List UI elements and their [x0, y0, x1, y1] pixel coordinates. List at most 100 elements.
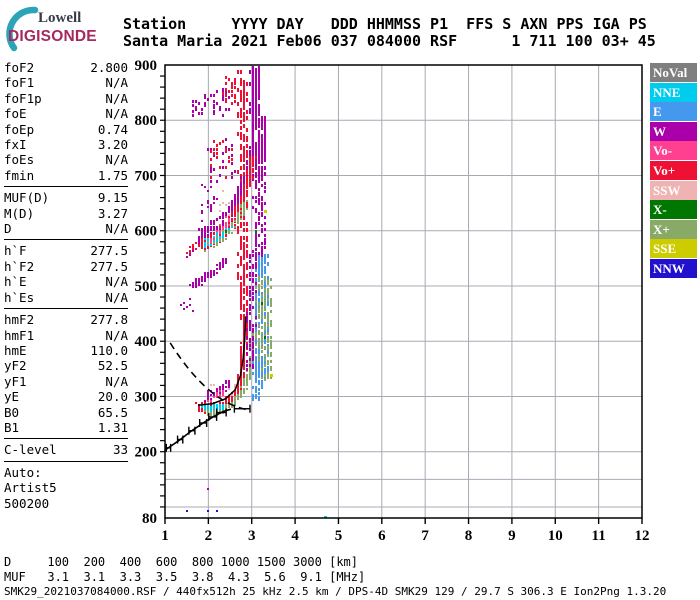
- param-row-B1: B1 1.31: [4, 420, 128, 435]
- param-row-hmE: hmE 110.0: [4, 343, 128, 358]
- x-axis-label: 9: [508, 528, 516, 544]
- param-row-fxI: fxI 3.20: [4, 137, 128, 152]
- autoscaling-info-label: 500200: [4, 495, 50, 511]
- muf-transmission-curve: [169, 342, 248, 411]
- param-row-yF1: yF1 N/A: [4, 374, 128, 389]
- legend-item-NNW: NNW: [650, 258, 697, 278]
- param-label: foE: [4, 106, 27, 122]
- profile-error-bar: [176, 435, 184, 444]
- y-axis-label: 800: [135, 113, 158, 129]
- param-value: 2.800: [90, 60, 128, 75]
- param-divider: [4, 186, 128, 188]
- x-axis-label: 11: [592, 528, 606, 544]
- profile-error-bar: [198, 418, 208, 427]
- electron-density-profile: [164, 408, 232, 451]
- autoscaling-info-row: 500200: [4, 496, 128, 511]
- x-axis-label: 10: [548, 528, 563, 544]
- param-label: hmF1: [4, 327, 35, 343]
- y-axis-label: 300: [135, 389, 158, 405]
- param-label: yE: [4, 389, 20, 405]
- param-value: 110.0: [90, 342, 128, 358]
- muf-distance-row: D 100 200 400 600 800 1000 1500 3000 [km…: [4, 555, 359, 569]
- param-label: M(D): [4, 205, 35, 221]
- legend-item-SSW: SSW: [650, 180, 697, 200]
- measurement-header: Station YYYY DAY DDD HHMMSS P1 FFS S AXN…: [123, 16, 656, 49]
- x-axis-label: 4: [291, 528, 299, 544]
- x-axis-label: 3: [248, 528, 256, 544]
- param-value: N/A: [105, 90, 128, 106]
- param-label: fmin: [4, 167, 35, 183]
- x-axis-label: 2: [205, 528, 213, 544]
- param-row-foF1p: foF1p N/A: [4, 91, 128, 106]
- profile-error-bar: [165, 443, 172, 452]
- param-row-MD: M(D) 3.27: [4, 206, 128, 221]
- param-label: hmE: [4, 342, 27, 358]
- x-axis-label: 6: [378, 528, 386, 544]
- x-axis-label: 5: [335, 528, 343, 544]
- param-row-yF2: yF2 52.5: [4, 358, 128, 373]
- legend-item-X: X-: [650, 200, 697, 220]
- y-axis-label: 500: [135, 279, 158, 295]
- param-value: 65.5: [97, 404, 128, 420]
- param-divider: [4, 460, 128, 462]
- profile-error-bar: [188, 426, 196, 435]
- y-axis-label: 400: [135, 334, 158, 350]
- param-value: 3.27: [97, 205, 128, 221]
- x-axis-label: 12: [635, 528, 650, 544]
- echo-points: [180, 66, 327, 518]
- param-row-foEs: foEs N/A: [4, 152, 128, 167]
- param-row-hE: h`E N/A: [4, 274, 128, 289]
- legend-item-E: E: [650, 102, 697, 122]
- autoscaling-info-row: Auto:: [4, 465, 128, 480]
- param-value: N/A: [105, 289, 128, 305]
- legend-item-Vo: Vo+: [650, 160, 697, 180]
- param-divider: [4, 438, 128, 440]
- param-row-MUFD: MUF(D) 9.15: [4, 190, 128, 205]
- param-value: 33: [112, 442, 128, 458]
- header-field-values: Santa Maria 2021 Feb06 037 084000 RSF 1 …: [123, 31, 656, 50]
- echo-direction-legend: NoVal NNE E W Vo- Vo+ SSW X- X+ SSE NNW: [650, 63, 697, 279]
- param-label: h`E: [4, 274, 27, 290]
- legend-item-NNE: NNE: [650, 82, 697, 102]
- param-label: hmF2: [4, 312, 35, 328]
- param-divider: [4, 308, 128, 310]
- plot-frame: [164, 64, 643, 519]
- param-label: D: [4, 221, 12, 237]
- param-label: MUF(D): [4, 190, 50, 206]
- ionospheric-parameters-panel: foF2 2.800 foF1 N/A foF1p N/A foE N/A foEp 0.74 fx…: [4, 60, 128, 511]
- muf-values-row: MUF 3.1 3.1 3.3 3.5 3.8 4.3 5.6 9.1 [MHz…: [4, 569, 366, 584]
- param-row-hEs: h`Es N/A: [4, 290, 128, 305]
- param-label: foF1: [4, 75, 35, 91]
- legend-item-NoVal: NoVal: [650, 63, 697, 82]
- param-label: C-level: [4, 442, 57, 458]
- param-label: yF1: [4, 373, 27, 389]
- param-label: foF1p: [4, 90, 42, 106]
- param-row-hF2: h`F2 277.5: [4, 259, 128, 274]
- param-value: 9.15: [97, 190, 128, 206]
- param-row-foF1: foF1 N/A: [4, 75, 128, 90]
- param-row-fmin: fmin 1.75: [4, 168, 128, 183]
- param-value: 1.31: [97, 419, 128, 435]
- param-row-hmF1: hmF1 N/A: [4, 328, 128, 343]
- param-label: B0: [4, 404, 20, 420]
- param-value: N/A: [105, 75, 128, 91]
- param-label: foF2: [4, 60, 35, 75]
- param-label: h`Es: [4, 289, 35, 305]
- x-axis-label: 1: [161, 528, 169, 544]
- header-field-names: Station YYYY DAY DDD HHMMSS P1 FFS S AXN…: [123, 15, 647, 33]
- legend-item-SSE: SSE: [650, 239, 697, 259]
- param-value: 3.20: [97, 137, 128, 153]
- param-value: 277.5: [90, 258, 128, 274]
- param-row-foE: foE N/A: [4, 106, 128, 121]
- param-value: N/A: [105, 373, 128, 389]
- legend-item-X: X+: [650, 219, 697, 239]
- x-axis-label: 8: [465, 528, 473, 544]
- param-value: N/A: [105, 152, 128, 168]
- footer: D 100 200 400 600 800 1000 1500 3000 [km…: [4, 555, 666, 600]
- param-row-foEp: foEp 0.74: [4, 122, 128, 137]
- param-value: 52.5: [97, 358, 128, 374]
- param-row-hF: h`F 277.5: [4, 243, 128, 258]
- profile-error-bar: [215, 408, 227, 417]
